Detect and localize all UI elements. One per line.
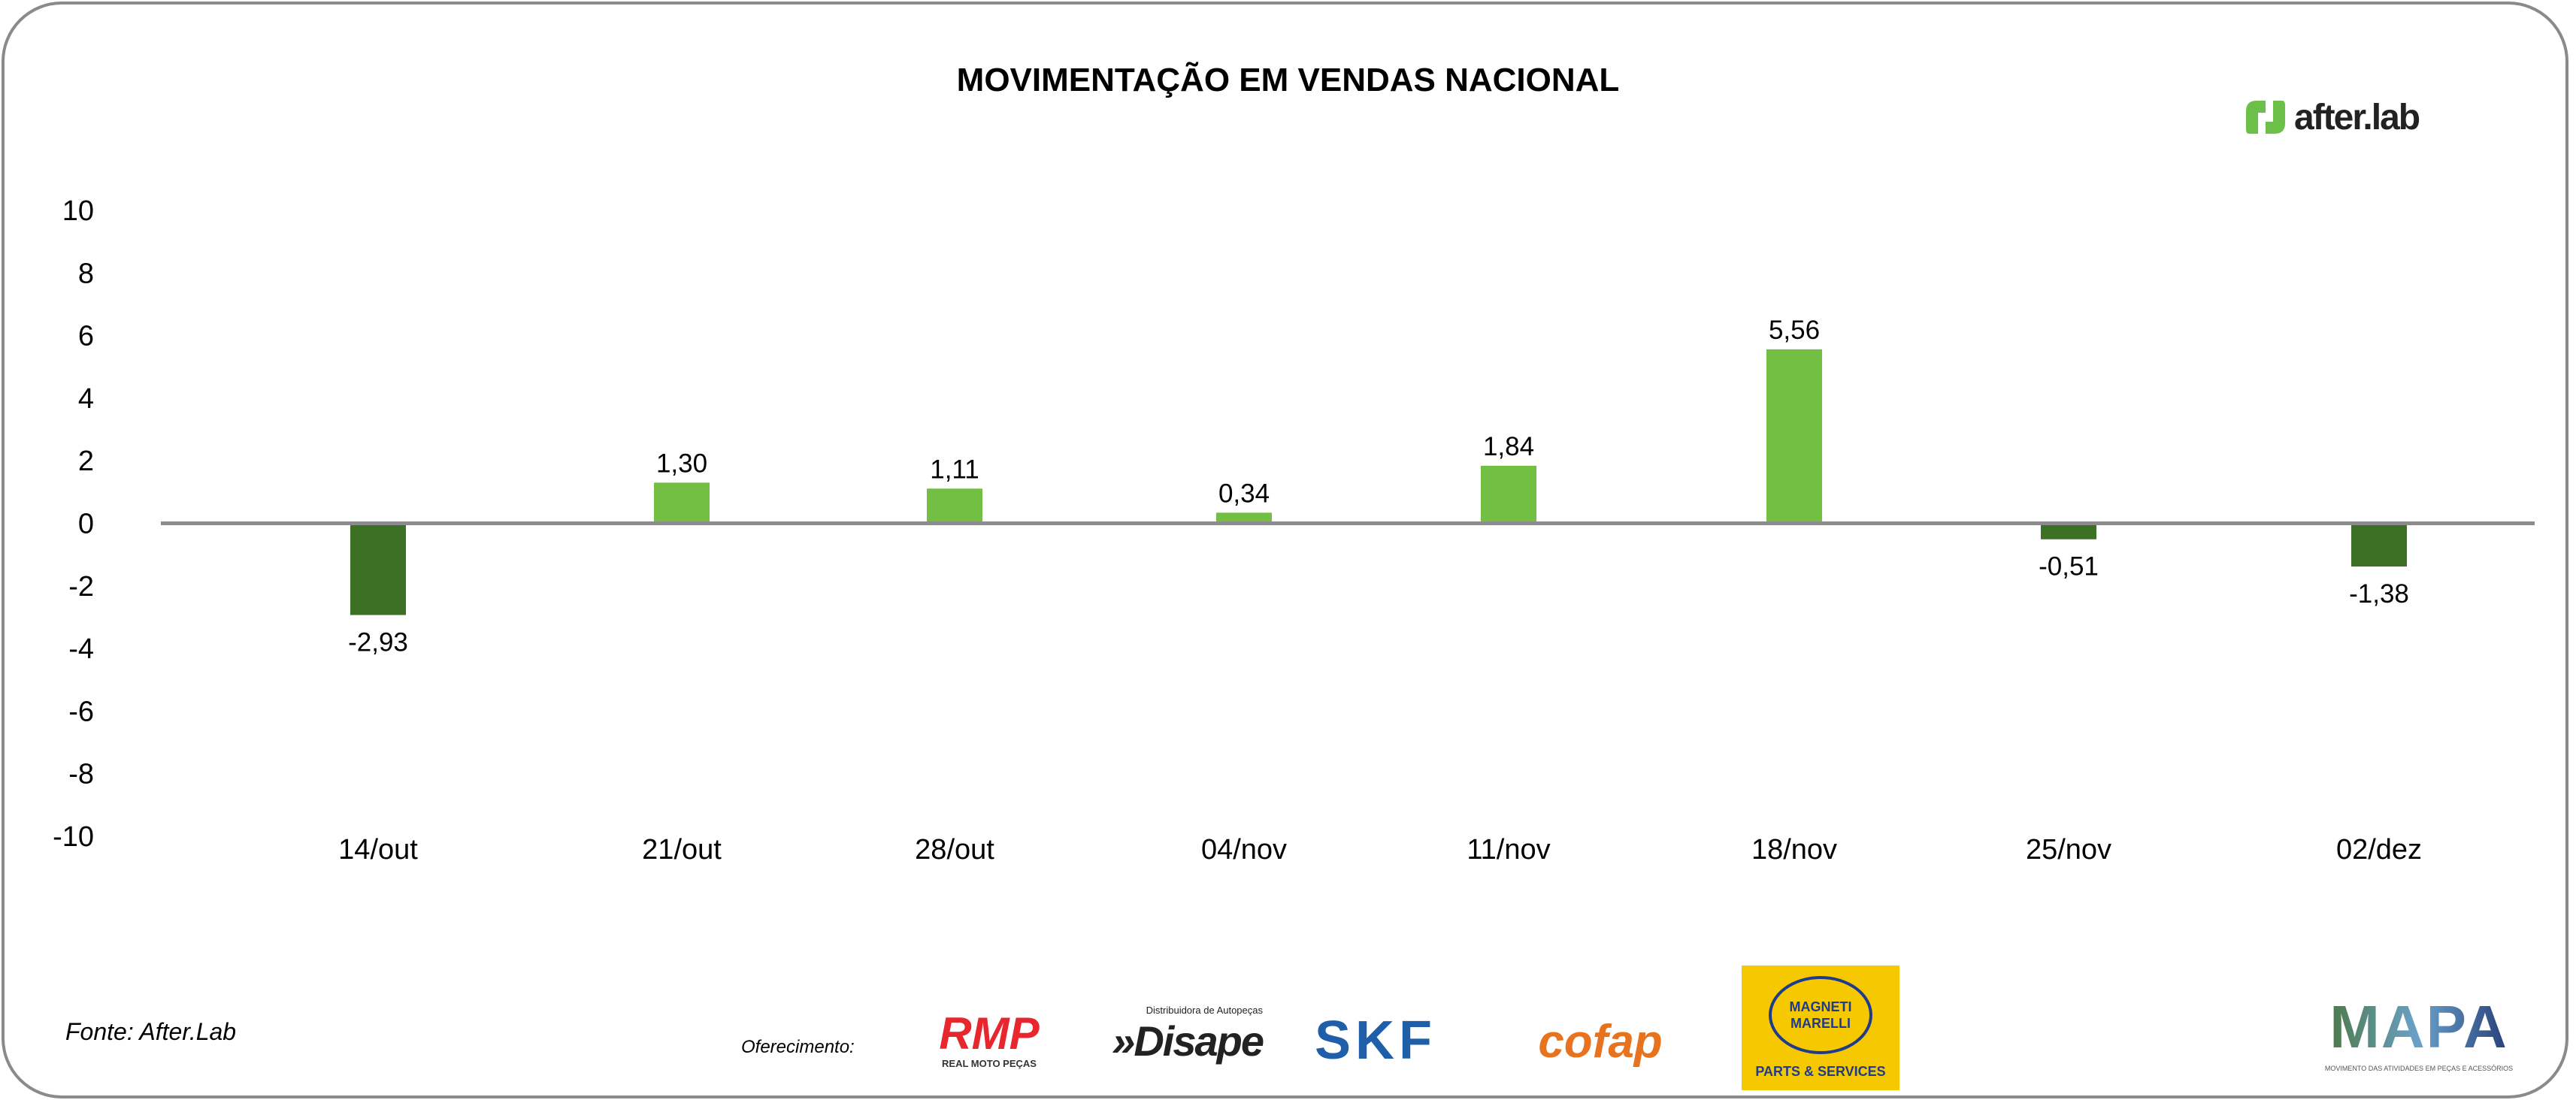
bar — [1216, 512, 1272, 524]
x-tick-label: 02/dez — [2336, 834, 2422, 866]
skf-logo: SKF — [1282, 1011, 1470, 1071]
disape-tagline: Distribuidora de Autopeças — [1146, 1005, 1263, 1016]
bar — [654, 482, 710, 524]
x-tick-label: 25/nov — [2026, 834, 2111, 866]
afterlab-logo-text: after.lab — [2294, 97, 2420, 137]
x-tick-label: 11/nov — [1467, 834, 1550, 866]
cofap-logo: cofap — [1491, 1014, 1710, 1070]
sponsor-label: Oferecimento: — [741, 1037, 855, 1057]
mapa-logo-text: MAPA — [2329, 993, 2508, 1060]
afterlab-logo: after.lab — [2243, 96, 2420, 138]
cofap-logo-text: cofap — [1538, 1016, 1663, 1068]
y-tick-label: -10 — [53, 821, 94, 853]
disape-logo: Distribuidora de Autopeças »Disape — [1075, 1004, 1264, 1071]
data-label: 5,56 — [1769, 316, 1820, 345]
x-tick-label: 18/nov — [1751, 834, 1837, 866]
x-tick-label: 21/out — [642, 834, 722, 866]
x-tick-label: 28/out — [915, 834, 994, 866]
magneti-marelli-tagline: PARTS & SERVICES — [1755, 1064, 1886, 1079]
data-label: 1,11 — [930, 455, 979, 484]
magneti-marelli-logo-text: MAGNETI MARELLI — [1769, 976, 1872, 1054]
y-tick-label: -6 — [68, 696, 94, 727]
afterlab-logo-icon — [2246, 101, 2285, 134]
data-label: 1,84 — [1483, 432, 1534, 461]
bar — [1766, 349, 1822, 524]
x-tick-label: 04/nov — [1201, 834, 1287, 866]
bar — [927, 488, 982, 524]
rmp-tagline: REAL MOTO PEÇAS — [942, 1058, 1037, 1069]
y-tick-label: 2 — [78, 446, 94, 477]
bar — [1481, 465, 1536, 524]
y-tick-label: 0 — [78, 509, 94, 540]
mapa-logo: MAPA MOVIMENTO DAS ATIVIDADES EM PEÇAS E… — [2320, 996, 2517, 1082]
skf-logo-text: SKF — [1315, 1011, 1436, 1071]
y-tick-label: -8 — [68, 759, 94, 790]
y-tick-label: 4 — [78, 383, 94, 415]
x-tick-label: 14/out — [338, 834, 418, 866]
y-tick-label: 10 — [62, 195, 94, 227]
rmp-logo-text: RMP — [939, 1008, 1040, 1059]
y-tick-label: -2 — [68, 571, 94, 603]
bar — [2351, 523, 2407, 567]
chart-title: MOVIMENTAÇÃO EM VENDAS NACIONAL — [956, 62, 1620, 98]
data-label: 1,30 — [656, 449, 707, 478]
mapa-tagline: MOVIMENTO DAS ATIVIDADES EM PEÇAS E ACES… — [2324, 1065, 2514, 1072]
y-tick-label: -4 — [68, 633, 94, 665]
source-note: Fonte: After.Lab — [65, 1018, 237, 1045]
data-label: 0,34 — [1218, 479, 1270, 508]
y-tick-label: 8 — [78, 258, 94, 289]
magneti-marelli-logo: MAGNETI MARELLI PARTS & SERVICES — [1742, 965, 1899, 1090]
data-label: -2,93 — [348, 628, 408, 657]
disape-logo-text: »Disape — [1112, 1017, 1264, 1065]
rmp-logo: RMP REAL MOTO PEÇAS — [923, 1007, 1055, 1074]
bar — [350, 523, 406, 615]
data-label: -1,38 — [2349, 579, 2409, 609]
data-label: -0,51 — [2039, 552, 2099, 582]
bar — [2041, 523, 2096, 539]
y-tick-label: 6 — [78, 321, 94, 352]
